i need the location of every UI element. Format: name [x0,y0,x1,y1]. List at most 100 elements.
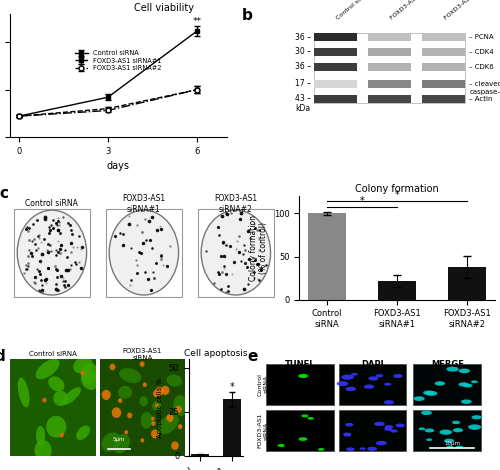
Text: 10μm: 10μm [444,441,460,446]
Ellipse shape [102,432,121,452]
Text: FOXD3-AS1 siRNA#2: FOXD3-AS1 siRNA#2 [444,0,496,20]
Bar [368,33,410,41]
Text: **: ** [192,17,202,26]
Circle shape [414,396,424,401]
Circle shape [42,398,46,403]
Text: 36 –: 36 – [295,32,311,42]
Circle shape [458,382,468,386]
Circle shape [344,433,351,437]
Circle shape [468,424,481,430]
Ellipse shape [140,412,152,429]
Circle shape [302,415,308,417]
Circle shape [471,380,478,383]
Bar [314,63,356,70]
Circle shape [384,383,392,386]
Bar [422,48,465,56]
Circle shape [376,374,384,377]
Circle shape [453,428,463,432]
Ellipse shape [174,395,188,416]
Circle shape [384,425,394,429]
Bar [314,33,356,41]
Circle shape [461,400,471,404]
Bar [422,33,465,41]
Ellipse shape [114,434,130,454]
Circle shape [151,416,154,421]
Circle shape [102,390,110,400]
Title: Cell apoptosis: Cell apoptosis [184,349,248,358]
Circle shape [161,386,170,395]
Text: Control siRNA: Control siRNA [336,0,372,20]
Text: – Actin: – Actin [469,95,492,102]
Bar [314,48,356,56]
Ellipse shape [152,401,161,411]
Circle shape [446,367,458,372]
Circle shape [345,423,354,426]
Text: TUNEL: TUNEL [285,360,316,369]
Circle shape [308,417,314,420]
Text: e: e [248,349,258,364]
Ellipse shape [36,359,60,379]
Circle shape [444,439,454,443]
Bar [266,410,334,451]
Ellipse shape [81,370,98,390]
Bar [422,63,465,70]
Text: d: d [0,349,6,364]
Circle shape [367,447,377,451]
Text: 17 –: 17 – [295,79,311,88]
Circle shape [155,403,159,407]
Circle shape [374,422,385,426]
Circle shape [384,400,394,404]
Text: FOXD3-AS1 siRNA#1: FOXD3-AS1 siRNA#1 [390,0,442,20]
Ellipse shape [140,396,148,406]
Ellipse shape [81,363,98,384]
Ellipse shape [119,368,142,383]
Ellipse shape [166,375,182,386]
Text: 36 –: 36 – [295,62,311,71]
Circle shape [423,391,434,395]
Circle shape [151,430,159,439]
Circle shape [393,374,402,378]
Bar [339,364,406,405]
Circle shape [112,407,121,418]
Text: 43 –: 43 – [295,94,311,103]
Text: – CDK6: – CDK6 [469,63,494,70]
Text: – CDK4: – CDK4 [469,49,494,55]
Text: Control siRNA: Control siRNA [26,199,78,209]
Circle shape [452,421,460,424]
Circle shape [360,447,366,450]
Text: *: * [394,190,400,200]
Circle shape [156,387,164,396]
Text: – PCNA: – PCNA [469,34,494,40]
Text: FOXD3-AS1
siRNA#2: FOXD3-AS1 siRNA#2 [214,194,258,214]
Bar [378,281,416,300]
Circle shape [456,446,463,448]
Bar [266,364,334,405]
Bar [192,454,209,456]
Circle shape [426,391,438,396]
Text: MERGE: MERGE [431,360,464,369]
Bar [314,33,464,102]
Circle shape [152,421,156,426]
Text: c: c [0,186,8,201]
Ellipse shape [53,391,68,406]
Bar [14,209,90,297]
Ellipse shape [158,414,179,434]
Bar [223,400,240,456]
Circle shape [346,447,355,451]
Circle shape [440,430,452,435]
Circle shape [153,390,160,397]
Circle shape [298,437,308,441]
Text: FOXD3-AS1
siRNA: FOXD3-AS1 siRNA [122,348,162,360]
Text: – cleaved: – cleaved [469,81,500,87]
Ellipse shape [73,357,93,374]
Circle shape [390,430,398,432]
Text: FOXD3-AS1
siRNA: FOXD3-AS1 siRNA [258,413,268,448]
Text: FOXD3-AS1
siRNA#1: FOXD3-AS1 siRNA#1 [122,194,166,214]
Ellipse shape [18,377,29,407]
Text: Cell viability: Cell viability [134,3,194,13]
Circle shape [426,439,432,441]
Bar [314,94,356,102]
Bar [422,80,465,88]
Bar [448,267,486,300]
Bar [106,209,182,297]
